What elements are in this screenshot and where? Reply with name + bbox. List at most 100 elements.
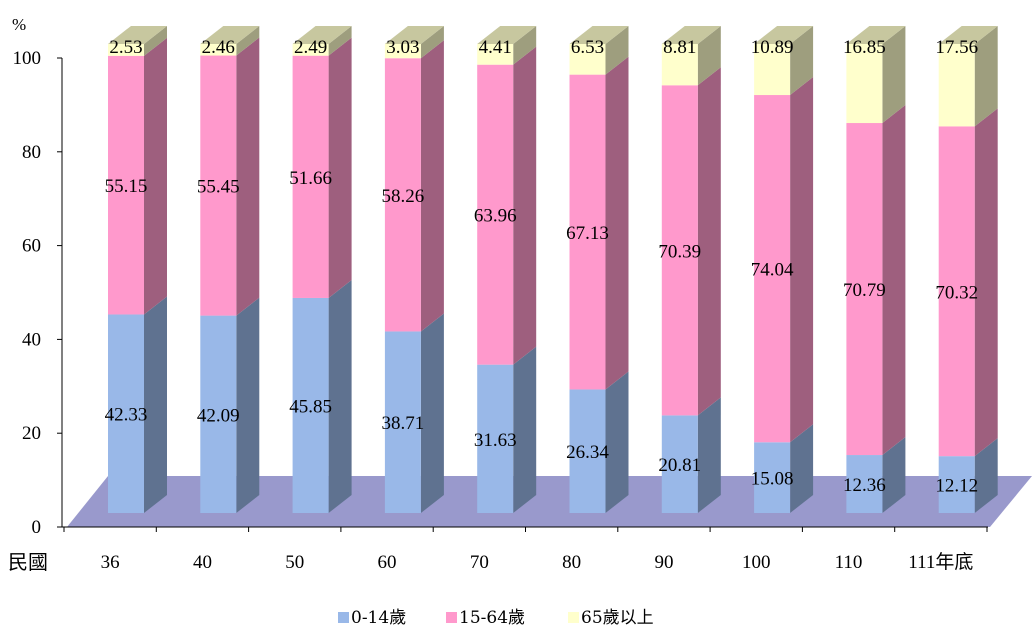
data-label: 58.26 [382,186,425,207]
bar-stack: 42.09 55.45 2.46 [197,26,260,513]
bar-stack: 20.81 70.39 8.81 [658,25,721,513]
y-tick-label: 20 [22,423,41,444]
legend-swatch [338,612,349,623]
legend-item: 0-14歲 [338,608,406,628]
bar-segment [108,43,144,56]
data-label: 70.39 [658,241,701,262]
bar-segment [200,44,237,56]
bar-top [200,26,260,44]
bar-side [974,438,998,513]
bar-segment [754,442,791,513]
bar-segment [200,315,237,513]
bar-side [328,37,352,298]
bar-top [569,26,629,44]
data-label: 26.34 [566,442,609,463]
bar-stack: 26.34 67.13 6.53 [566,26,629,513]
data-label: 12.36 [843,475,886,496]
data-label: 2.49 [294,37,327,58]
bar-segment [384,331,421,513]
bar-top [754,25,814,44]
bar-side [882,105,906,456]
legend-label: 65歲以上 [581,608,654,628]
bar-segment [846,455,883,513]
legend-swatch [446,612,457,623]
bar-segment [108,55,144,315]
data-label: 12.12 [935,476,978,497]
bar-segment [754,43,791,96]
x-tick-label: 100 [742,552,771,573]
bar-segment [661,43,698,86]
bar-stack: 45.85 51.66 2.49 [289,26,352,513]
bar-side [697,397,721,513]
data-label: 55.45 [197,177,240,198]
data-label: 70.79 [843,280,886,301]
x-tick-label: 50 [285,552,304,573]
bar-segment [938,456,975,513]
legend-label: 15-64歲 [459,608,525,628]
bar-side [513,26,537,65]
bar-top [477,26,537,44]
bar-side [236,37,260,316]
bar-side [236,297,260,513]
x-axis-title: 民國 [8,550,48,574]
data-label: 17.56 [935,37,978,58]
bar-segment [846,123,883,456]
x-tick-label: 70 [470,552,489,573]
bar-segment [938,126,975,457]
bar-side [697,25,721,86]
bar-side [697,67,721,416]
bar-side [420,26,444,59]
legend-item: 65歲以上 [568,608,654,628]
x-tick-label: 90 [654,552,673,573]
bar-segment [569,44,606,75]
bar-segment [292,44,329,56]
bar-side [605,56,629,390]
bar-stack: 12.36 70.79 16.85 [843,26,906,513]
bar-segment [846,44,883,124]
bar-side [974,108,998,457]
bar-top [292,26,352,44]
data-label: 42.33 [105,405,148,426]
bar-segment [477,64,514,365]
bar-segment [477,364,514,513]
legend-item: 15-64歲 [446,608,525,628]
bar-stack: 31.63 63.96 4.41 [474,26,537,513]
data-label: 8.81 [663,37,696,58]
bar-side [328,26,352,56]
bar-series-group: 42.33 55.15 2.53 42.09 55.45 2.46 45.85 51.66 2.… [105,25,998,513]
bar-side [144,37,167,315]
y-tick-label: 100 [13,48,42,69]
bar-stack: 38.71 58.26 3.03 [382,26,444,513]
bar-side [882,26,906,124]
legend-label: 0-14歲 [351,608,406,628]
data-label: 42.09 [197,405,240,426]
bar-segment [938,44,975,127]
bar-segment [754,95,791,443]
x-tick-label: 40 [193,552,212,573]
data-label: 16.85 [843,37,886,58]
y-tick-label: 40 [22,329,41,350]
x-tick-label: 110 [835,552,863,573]
bar-side [605,26,629,75]
x-tick-label: 111年底 [908,551,973,573]
y-tick-label: 0 [32,517,42,538]
data-label: 51.66 [289,168,332,189]
data-label: 45.85 [289,396,332,417]
bar-side [790,25,814,96]
data-label: 4.41 [479,37,512,58]
bar-side [513,346,537,513]
data-label: 67.13 [566,223,609,244]
data-label: 63.96 [474,206,517,227]
bar-top [938,26,998,44]
bar-side [605,371,629,513]
bar-segment [477,44,514,65]
bar-segment [569,74,606,390]
x-tick-label: 60 [378,552,397,573]
bar-side [513,46,537,365]
data-label: 38.71 [382,413,425,434]
y-tick-label: 80 [22,142,41,163]
bar-segment [661,415,698,513]
bar-side [420,40,444,332]
data-label: 20.81 [658,455,701,476]
